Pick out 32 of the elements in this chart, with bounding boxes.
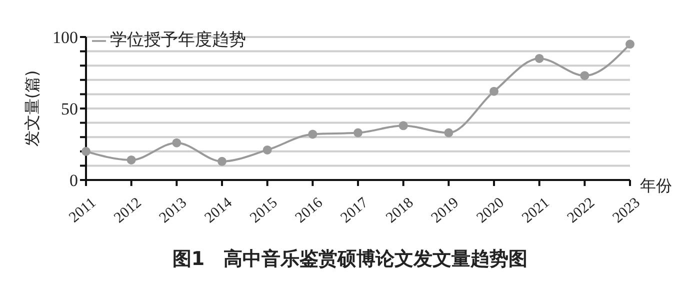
x-tick-label: 2023: [610, 194, 644, 226]
point: [534, 54, 544, 63]
point: [308, 130, 318, 139]
x-axis-title: 年份: [640, 176, 672, 197]
legend-label: 学位授予年度趋势: [110, 30, 246, 50]
x-tick-label: 2012: [111, 194, 145, 226]
y-tick-label: 0: [70, 171, 78, 190]
point: [218, 156, 226, 166]
y-tick-label: 100: [52, 28, 78, 48]
x-tick-label: 2015: [247, 194, 281, 226]
y-axis-title: 发文量(篇): [22, 70, 42, 147]
point: [626, 40, 634, 49]
x-tick-label: 2011: [66, 194, 100, 226]
point: [82, 146, 90, 156]
point: [444, 128, 454, 138]
x-tick-label: 2019: [428, 194, 462, 226]
point: [126, 155, 136, 164]
y-tick-label: 50: [61, 100, 78, 119]
x-tick-label: 2022: [564, 194, 598, 226]
x-tick-label: 2014: [202, 194, 236, 226]
x-tick-label: 2016: [292, 194, 326, 226]
point: [398, 121, 408, 130]
text: 图1 高中音乐鉴赏硕博论文发文量趋势图: [171, 247, 529, 272]
x-tick-label: 2018: [383, 194, 417, 226]
point: [262, 145, 272, 154]
x-tick-label: 2020: [474, 194, 508, 226]
point: [580, 71, 590, 80]
point: [354, 128, 362, 138]
point: [490, 86, 498, 96]
x-tick-label: 2021: [519, 194, 553, 226]
point: [172, 138, 182, 148]
x-tick-label: 2013: [156, 194, 190, 226]
